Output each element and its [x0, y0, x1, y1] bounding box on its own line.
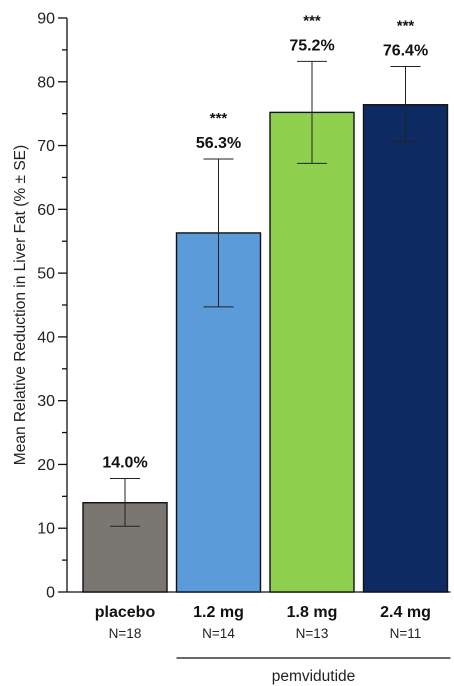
significance-label: ***	[397, 17, 415, 34]
significance-label: ***	[210, 110, 228, 127]
y-tick-label: 10	[37, 521, 55, 538]
value-label: 75.2%	[289, 37, 334, 54]
bar-1-8-mg	[269, 111, 355, 593]
n-label: N=18	[109, 626, 142, 641]
y-tick-label: 50	[37, 266, 55, 283]
y-tick-label: 0	[46, 585, 55, 602]
group-label: pemvidutide	[272, 668, 356, 685]
y-tick-label: 70	[37, 138, 55, 155]
value-label: 56.3%	[196, 135, 241, 152]
significance-label: ***	[303, 12, 321, 29]
y-tick-label: 90	[37, 11, 55, 28]
y-tick-label: 30	[37, 393, 55, 410]
category-label: 1.2 mg	[193, 604, 244, 621]
value-label: 14.0%	[102, 454, 147, 471]
category-label: 2.4 mg	[380, 604, 431, 621]
y-axis-label: Mean Relative Reduction in Liver Fat (% …	[12, 145, 29, 465]
bars-group: 14.0% 56.3% *** 75.2% *** 76.4% ***	[82, 12, 449, 593]
y-axis: 0 10 20 30 40 50 60 70 80 90	[37, 11, 451, 602]
n-label: N=13	[296, 626, 329, 641]
error-bar	[203, 158, 234, 308]
n-label: N=11	[390, 626, 422, 641]
category-label: placebo	[95, 604, 156, 621]
category-label: 1.8 mg	[287, 604, 338, 621]
x-axis-labels: placebo N=18 1.2 mg N=14 1.8 mg N=13 2.4 mg N=1…	[95, 604, 431, 641]
error-bar	[297, 60, 327, 164]
value-label: 76.4%	[383, 42, 428, 59]
n-label: N=14	[202, 626, 235, 641]
y-tick-label: 20	[37, 457, 55, 474]
bar-2-4-mg	[362, 104, 449, 593]
y-tick-label: 40	[37, 329, 55, 346]
y-tick-label: 60	[37, 202, 55, 219]
y-tick-label: 80	[37, 74, 55, 91]
error-bar	[110, 477, 140, 527]
group-annotation: pemvidutide	[176, 657, 451, 685]
error-bar	[390, 65, 421, 143]
